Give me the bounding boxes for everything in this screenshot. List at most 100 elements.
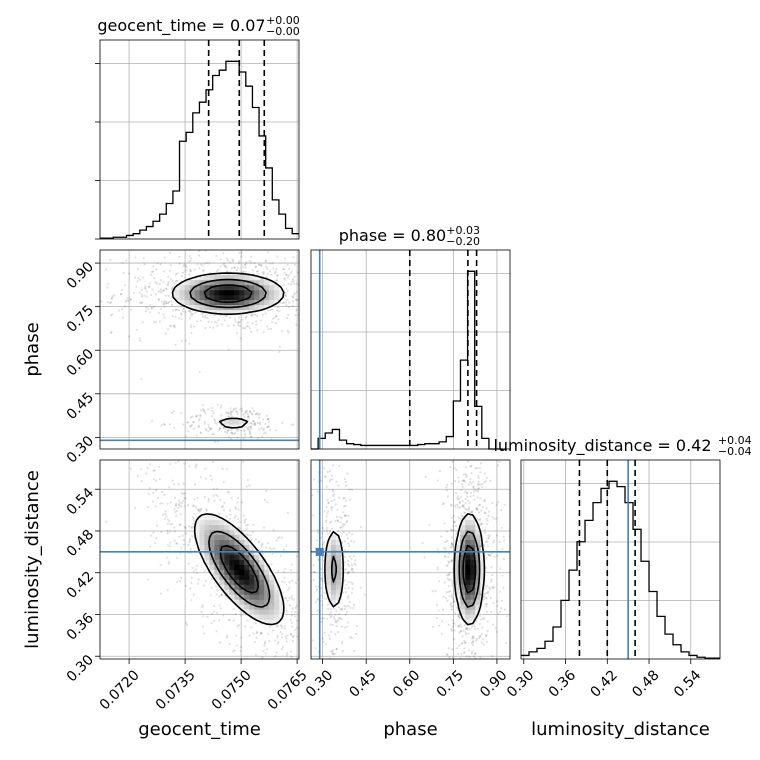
scatter-point	[123, 305, 127, 308]
scatter-point	[171, 315, 174, 318]
scatter-point	[484, 540, 488, 543]
scatter-point	[329, 623, 332, 626]
scatter-point	[311, 263, 313, 265]
scatter-point	[140, 480, 143, 483]
density-cell	[214, 554, 220, 560]
scatter-point	[178, 317, 181, 320]
scatter-point	[240, 636, 243, 639]
scatter-point	[166, 544, 169, 547]
scatter-point	[286, 276, 289, 279]
scatter-point	[464, 507, 468, 511]
scatter-point	[345, 520, 349, 523]
scatter-point	[453, 467, 456, 470]
scatter-point	[196, 414, 199, 417]
scatter-point	[273, 547, 276, 550]
scatter-point	[230, 410, 233, 414]
scatter-point	[173, 530, 177, 533]
scatter-point	[492, 623, 495, 626]
scatter-point	[123, 284, 127, 287]
scatter-point	[261, 245, 263, 247]
scatter-point	[245, 325, 248, 328]
scatter-point	[133, 506, 137, 510]
scatter-point	[341, 680, 343, 682]
scatter-point	[304, 562, 306, 564]
scatter-point	[477, 660, 479, 662]
scatter-point	[336, 508, 339, 511]
density-cell	[259, 594, 265, 600]
scatter-point	[327, 311, 329, 313]
density-cell	[330, 569, 337, 575]
density-cell	[229, 554, 235, 560]
density-cell	[199, 284, 205, 291]
density-cell	[199, 279, 205, 286]
scatter-point	[207, 430, 210, 433]
scatter-point	[340, 617, 343, 621]
scatter-point	[249, 314, 253, 317]
scatter-point	[335, 619, 338, 622]
density-cell	[199, 274, 205, 281]
scatter-point	[110, 331, 113, 334]
scatter-point	[313, 478, 316, 481]
scatter-point	[459, 629, 463, 633]
scatter-point	[453, 622, 456, 625]
scatter-point	[163, 300, 166, 303]
scatter-point	[178, 523, 182, 527]
scatter-point	[466, 460, 469, 463]
scatter-point	[239, 337, 242, 340]
scatter-point	[166, 328, 170, 331]
scatter-point	[192, 522, 195, 525]
scatter-point	[227, 324, 230, 327]
scatter-point	[190, 314, 193, 317]
density-cell	[209, 289, 215, 296]
scatter-point	[307, 275, 309, 277]
scatter-point	[182, 482, 185, 485]
scatter-point	[291, 635, 294, 638]
density-cell	[214, 529, 220, 536]
scatter-point	[490, 578, 493, 581]
scatter-point	[503, 539, 506, 542]
scatter-point	[306, 289, 308, 291]
scatter-point	[468, 501, 471, 504]
density-cell	[475, 599, 481, 605]
scatter-point	[160, 291, 163, 294]
scatter-point	[166, 283, 170, 286]
scatter-point	[254, 265, 257, 268]
scatter-point	[250, 626, 253, 629]
density-cell	[239, 569, 245, 575]
scatter-point	[476, 483, 479, 487]
x-tick-label: 0.60	[390, 667, 423, 700]
scatter-point	[227, 411, 230, 415]
scatter-point	[224, 264, 227, 268]
scatter-point	[143, 263, 146, 266]
scatter-point	[330, 508, 333, 511]
density-cell	[194, 279, 200, 286]
scatter-point	[475, 639, 478, 642]
scatter-point	[461, 456, 463, 458]
scatter-point	[213, 441, 217, 444]
scatter-point	[505, 615, 509, 618]
scatter-point	[302, 623, 304, 625]
scatter-point	[104, 458, 106, 460]
scatter-point	[360, 586, 363, 589]
scatter-point	[351, 582, 354, 586]
scatter-point	[109, 300, 112, 304]
scatter-point	[236, 412, 239, 415]
density-cell	[475, 529, 481, 536]
scatter-point	[305, 634, 307, 636]
scatter-point	[1, 283, 3, 285]
scatter-point	[478, 635, 481, 638]
scatter-point	[254, 423, 257, 427]
scatter-point	[295, 309, 298, 312]
scatter-point	[304, 245, 306, 247]
scatter-point	[291, 304, 294, 307]
scatter-point	[215, 254, 218, 258]
scatter-point	[201, 403, 204, 406]
scatter-point	[221, 594, 224, 597]
scatter-point	[126, 296, 129, 300]
scatter-point	[347, 594, 350, 598]
density-cell	[244, 284, 250, 291]
scatter-point	[440, 535, 443, 538]
scatter-point	[260, 632, 263, 635]
scatter-point	[466, 508, 469, 512]
axes-frame	[520, 459, 721, 660]
